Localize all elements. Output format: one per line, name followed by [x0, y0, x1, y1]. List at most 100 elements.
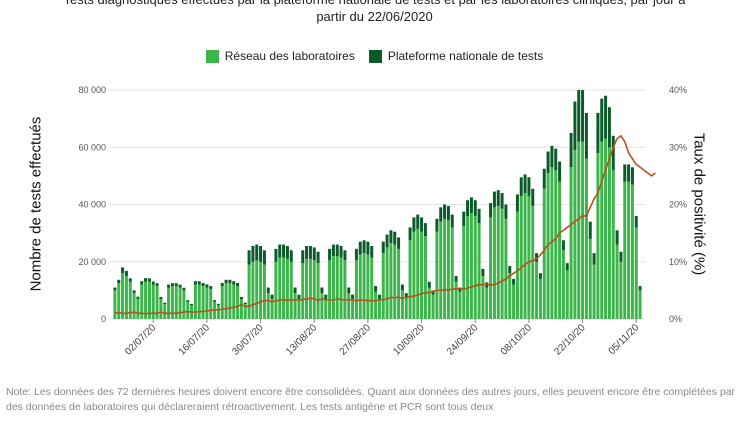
bar-laboratoires [339, 257, 343, 319]
x-tick-label: 10/09/20 [391, 322, 427, 358]
bar-plateforme [144, 278, 148, 282]
bar-plateforme [216, 303, 220, 306]
legend-swatch-laboratoires [205, 49, 219, 63]
bar-laboratoires [151, 284, 155, 319]
bar-plateforme [431, 290, 435, 295]
bar-laboratoires [634, 227, 638, 319]
bar-plateforme [638, 286, 642, 291]
bar-plateforme [136, 296, 140, 299]
x-tick-label: 16/07/20 [177, 322, 213, 358]
bar-plateforme [358, 241, 362, 255]
bar-plateforme [538, 273, 542, 279]
bar-laboratoires [193, 284, 197, 319]
bar-laboratoires [347, 293, 351, 319]
bar-plateforme [347, 287, 351, 294]
bar-plateforme [504, 204, 508, 219]
bar-plateforme [623, 164, 627, 182]
bar-plateforme [473, 200, 477, 216]
x-tick-label: 30/07/20 [230, 322, 266, 358]
bar-plateforme [535, 253, 539, 262]
bar-plateforme [397, 237, 401, 249]
bar-laboratoires [366, 254, 370, 319]
bar-plateforme [485, 282, 489, 288]
bar-plateforme [293, 287, 297, 294]
bar-plateforme [259, 246, 263, 262]
bar-plateforme [128, 278, 132, 282]
x-tick-label: 05/11/20 [607, 322, 642, 357]
bar-laboratoires [174, 286, 178, 319]
bar-plateforme [588, 221, 592, 239]
bar-laboratoires [374, 291, 378, 319]
bar-plateforme [159, 296, 163, 299]
bar-laboratoires [485, 287, 489, 319]
bar-laboratoires [538, 278, 542, 319]
bar-laboratoires [170, 286, 174, 319]
bar-plateforme [305, 246, 309, 259]
bar-laboratoires [611, 170, 615, 319]
bar-laboratoires [128, 281, 132, 319]
bar-laboratoires [205, 287, 209, 319]
bar-plateforme [508, 266, 512, 274]
bar-plateforme [561, 240, 565, 251]
y-tick-label: 20 000 [78, 257, 106, 267]
bar-plateforme [370, 246, 374, 258]
bar-laboratoires [308, 258, 312, 319]
bar-plateforme [374, 286, 378, 292]
bar-plateforme [420, 217, 424, 232]
bar-laboratoires [224, 283, 228, 319]
legend-item-plateforme: Plateforme nationale de tests [368, 49, 543, 63]
bar-laboratoires [301, 263, 305, 319]
y-tick-label: 80 000 [78, 85, 106, 95]
bar-plateforme [546, 151, 550, 174]
bar-laboratoires [197, 284, 201, 319]
bar-laboratoires [144, 281, 148, 319]
bar-laboratoires [228, 283, 232, 319]
bar-plateforme [592, 253, 596, 265]
bar-plateforme [163, 302, 167, 305]
bar-laboratoires [550, 167, 554, 319]
bar-plateforme [170, 283, 174, 287]
bar-plateforme [205, 284, 209, 288]
bar-laboratoires [385, 247, 389, 319]
bar-laboratoires [554, 170, 558, 319]
bar-laboratoires [132, 293, 136, 319]
bar-plateforme [140, 281, 144, 285]
bar-plateforme [619, 251, 623, 262]
bar-plateforme [615, 230, 619, 245]
bar-laboratoires [328, 260, 332, 319]
x-tick-label: 08/10/20 [499, 322, 535, 358]
bar-laboratoires [596, 152, 600, 319]
bar-plateforme [343, 250, 347, 261]
bar-laboratoires [282, 257, 286, 319]
bar-laboratoires [247, 264, 251, 319]
bar-plateforme [604, 95, 608, 139]
bar-laboratoires [416, 228, 420, 319]
bar-plateforme [266, 287, 270, 294]
bar-laboratoires [324, 298, 328, 319]
bar-laboratoires [473, 215, 477, 319]
bar-laboratoires [216, 305, 220, 319]
bar-plateforme [197, 281, 201, 285]
bar-plateforme [607, 107, 611, 148]
bar-laboratoires [458, 291, 462, 319]
bar-plateforme [224, 279, 228, 284]
bar-plateforme [443, 204, 447, 219]
x-tick-label: 13/08/20 [284, 322, 320, 358]
bar-laboratoires [278, 257, 282, 319]
bar-plateforme [393, 231, 397, 245]
bar-laboratoires [527, 195, 531, 319]
bar-laboratoires [558, 181, 562, 319]
bar-laboratoires [285, 258, 289, 319]
bar-laboratoires [492, 207, 496, 319]
bar-plateforme [209, 286, 213, 289]
x-tick-label: 27/08/20 [338, 322, 374, 358]
bar-laboratoires [377, 298, 381, 319]
bar-plateforme [446, 205, 450, 221]
bar-laboratoires [600, 141, 604, 319]
bar-plateforme [565, 263, 569, 271]
bar-plateforme [492, 191, 496, 208]
bar-plateforme [400, 284, 404, 291]
bar-laboratoires [623, 181, 627, 319]
bar-plateforme [454, 276, 458, 282]
bar-laboratoires [124, 276, 128, 319]
